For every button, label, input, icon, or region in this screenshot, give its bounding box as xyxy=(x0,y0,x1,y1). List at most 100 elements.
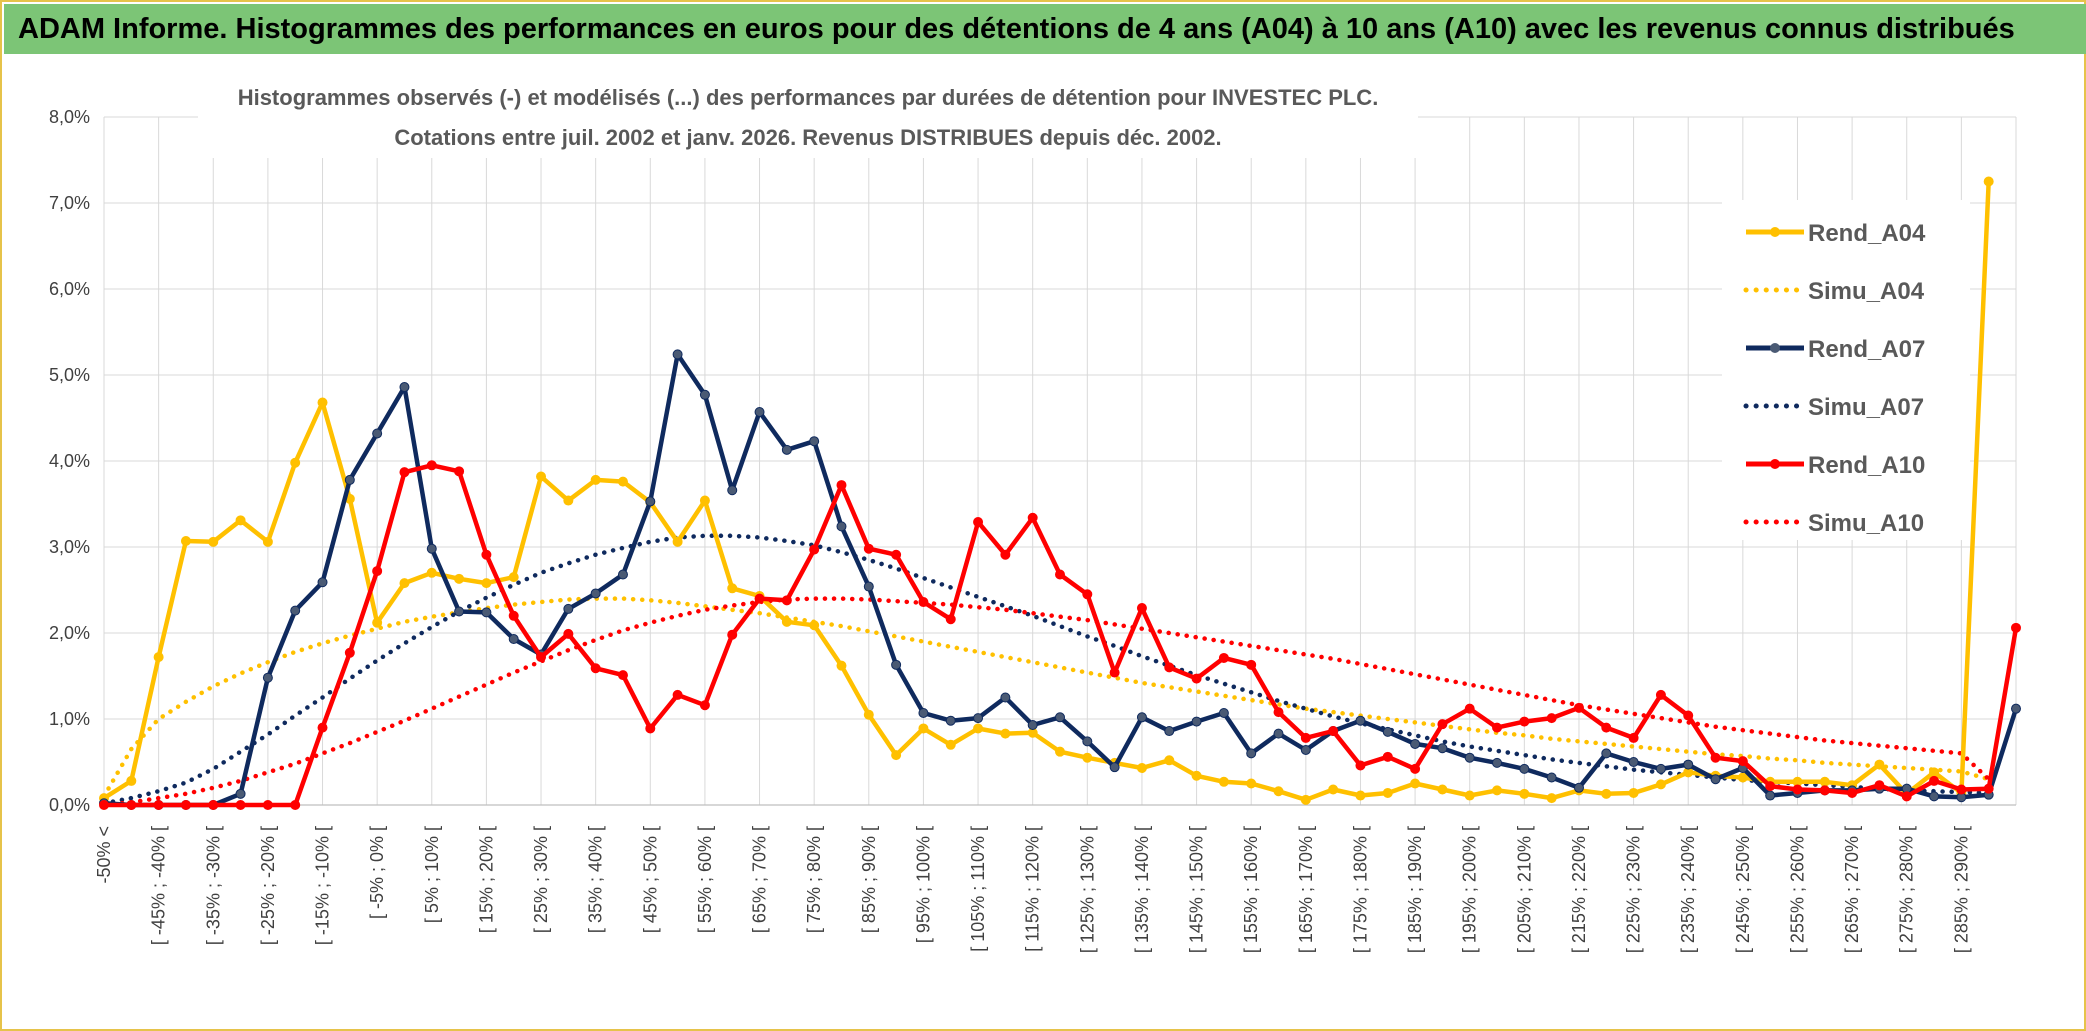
x-tick-label: [ -25% ; -20% [ xyxy=(258,826,278,945)
point-rend-a10 xyxy=(590,663,601,674)
point-rend-a07 xyxy=(1655,763,1666,774)
x-tick-label: [ 35% ; 40% [ xyxy=(586,826,606,933)
point-rend-a07 xyxy=(508,634,519,645)
point-rend-a07 xyxy=(1546,772,1557,783)
point-rend-a10 xyxy=(290,800,301,810)
point-rend-a07 xyxy=(1191,716,1202,727)
point-rend-a04 xyxy=(1382,787,1393,798)
point-rend-a04 xyxy=(863,709,874,720)
x-tick-label: [ 245% ; 250% [ xyxy=(1733,826,1753,953)
legend-label-simu-a07: Simu_A07 xyxy=(1808,394,1924,421)
y-tick-label: 5,0% xyxy=(49,365,90,385)
point-rend-a07 xyxy=(1492,757,1503,768)
point-rend-a04 xyxy=(235,515,246,526)
point-rend-a04 xyxy=(317,397,328,408)
legend-label-simu-a04: Simu_A04 xyxy=(1808,278,1925,305)
point-rend-a10 xyxy=(399,467,410,478)
point-rend-a04 xyxy=(208,536,219,547)
point-rend-a10 xyxy=(1874,780,1885,791)
point-rend-a07 xyxy=(754,406,765,417)
point-rend-a04 xyxy=(262,536,273,547)
point-rend-a04 xyxy=(590,474,601,485)
point-rend-a10 xyxy=(1164,662,1175,673)
legend-marker-rend-a10 xyxy=(1770,459,1780,469)
point-rend-a04 xyxy=(1737,772,1748,783)
point-rend-a07 xyxy=(372,428,383,439)
point-rend-a04 xyxy=(454,573,465,584)
point-rend-a04 xyxy=(781,616,792,627)
point-rend-a07 xyxy=(1601,748,1612,759)
point-rend-a07 xyxy=(781,444,792,455)
point-rend-a07 xyxy=(1055,712,1065,723)
point-rend-a10 xyxy=(1273,707,1284,718)
point-rend-a04 xyxy=(1136,763,1147,774)
point-rend-a10 xyxy=(1573,702,1584,713)
x-tick-label: [ 205% ; 210% [ xyxy=(1514,826,1534,953)
point-rend-a04 xyxy=(1628,787,1639,798)
point-rend-a10 xyxy=(1136,603,1147,614)
point-rend-a10 xyxy=(1464,703,1475,714)
point-rend-a10 xyxy=(99,800,109,810)
legend-label-simu-a10: Simu_A10 xyxy=(1808,510,1924,537)
point-rend-a04 xyxy=(836,660,847,671)
point-rend-a04 xyxy=(1983,176,1994,187)
legend-marker-rend-a04 xyxy=(1770,227,1780,237)
point-rend-a04 xyxy=(617,476,628,487)
x-tick-label: [ 85% ; 90% [ xyxy=(859,826,879,933)
point-rend-a07 xyxy=(1300,744,1311,755)
point-rend-a10 xyxy=(1218,652,1229,663)
point-rend-a07 xyxy=(1710,774,1721,785)
x-tick-label: [ 165% ; 170% [ xyxy=(1296,826,1316,953)
point-rend-a07 xyxy=(836,521,847,532)
legend-label-rend-a07: Rend_A07 xyxy=(1808,336,1925,363)
point-rend-a07 xyxy=(727,485,738,496)
point-rend-a10 xyxy=(891,549,902,560)
x-tick-label: [ -5% ; 0% [ xyxy=(367,826,387,919)
point-rend-a07 xyxy=(891,659,902,670)
point-rend-a07 xyxy=(1929,791,1940,802)
point-rend-a04 xyxy=(727,583,738,594)
legend-background xyxy=(1722,200,1970,540)
point-rend-a04 xyxy=(1191,770,1202,781)
x-tick-label: [ 195% ; 200% [ xyxy=(1460,826,1480,953)
chart-title-line-1: Histogrammes observés (-) et modélisés (… xyxy=(238,85,1379,110)
point-rend-a07 xyxy=(1273,728,1284,739)
point-rend-a10 xyxy=(536,652,547,663)
point-rend-a10 xyxy=(372,566,383,577)
point-rend-a07 xyxy=(617,569,628,580)
point-rend-a04 xyxy=(1492,785,1503,796)
x-axis-ticks: -50% < [ -45% ; -40% [[ -35% ; -30% [[ -2… xyxy=(94,826,1971,953)
point-rend-a07 xyxy=(590,588,601,599)
point-rend-a04 xyxy=(1410,778,1421,789)
x-tick-label: [ 135% ; 140% [ xyxy=(1132,826,1152,953)
point-rend-a07 xyxy=(1027,720,1038,731)
point-rend-a10 xyxy=(1027,512,1038,523)
point-rend-a04 xyxy=(1273,786,1284,797)
point-rend-a07 xyxy=(1246,748,1257,759)
point-rend-a04 xyxy=(1164,755,1175,766)
report-banner: ADAM Informe. Histogrammes des performan… xyxy=(4,4,2086,54)
point-rend-a04 xyxy=(1000,728,1011,739)
x-tick-label: [ 215% ; 220% [ xyxy=(1569,826,1589,953)
legend-label-rend-a10: Rend_A10 xyxy=(1808,452,1925,479)
point-rend-a04 xyxy=(1819,776,1830,787)
point-rend-a10 xyxy=(1000,549,1011,560)
point-rend-a10 xyxy=(317,722,328,733)
point-rend-a10 xyxy=(1683,710,1694,721)
point-rend-a04 xyxy=(1929,767,1940,778)
point-rend-a07 xyxy=(672,349,683,360)
point-rend-a04 xyxy=(126,775,137,786)
point-rend-a10 xyxy=(918,597,929,608)
y-tick-label: 8,0% xyxy=(49,107,90,127)
point-rend-a04 xyxy=(1601,788,1612,799)
point-rend-a07 xyxy=(863,581,874,592)
point-rend-a04 xyxy=(508,572,519,583)
point-rend-a04 xyxy=(918,723,929,734)
point-rend-a07 xyxy=(1136,712,1147,723)
point-rend-a07 xyxy=(1382,726,1393,737)
point-rend-a04 xyxy=(426,567,437,578)
point-rend-a10 xyxy=(1847,787,1858,798)
point-rend-a10 xyxy=(1983,783,1994,794)
point-rend-a10 xyxy=(1109,667,1120,678)
point-rend-a04 xyxy=(180,535,191,546)
